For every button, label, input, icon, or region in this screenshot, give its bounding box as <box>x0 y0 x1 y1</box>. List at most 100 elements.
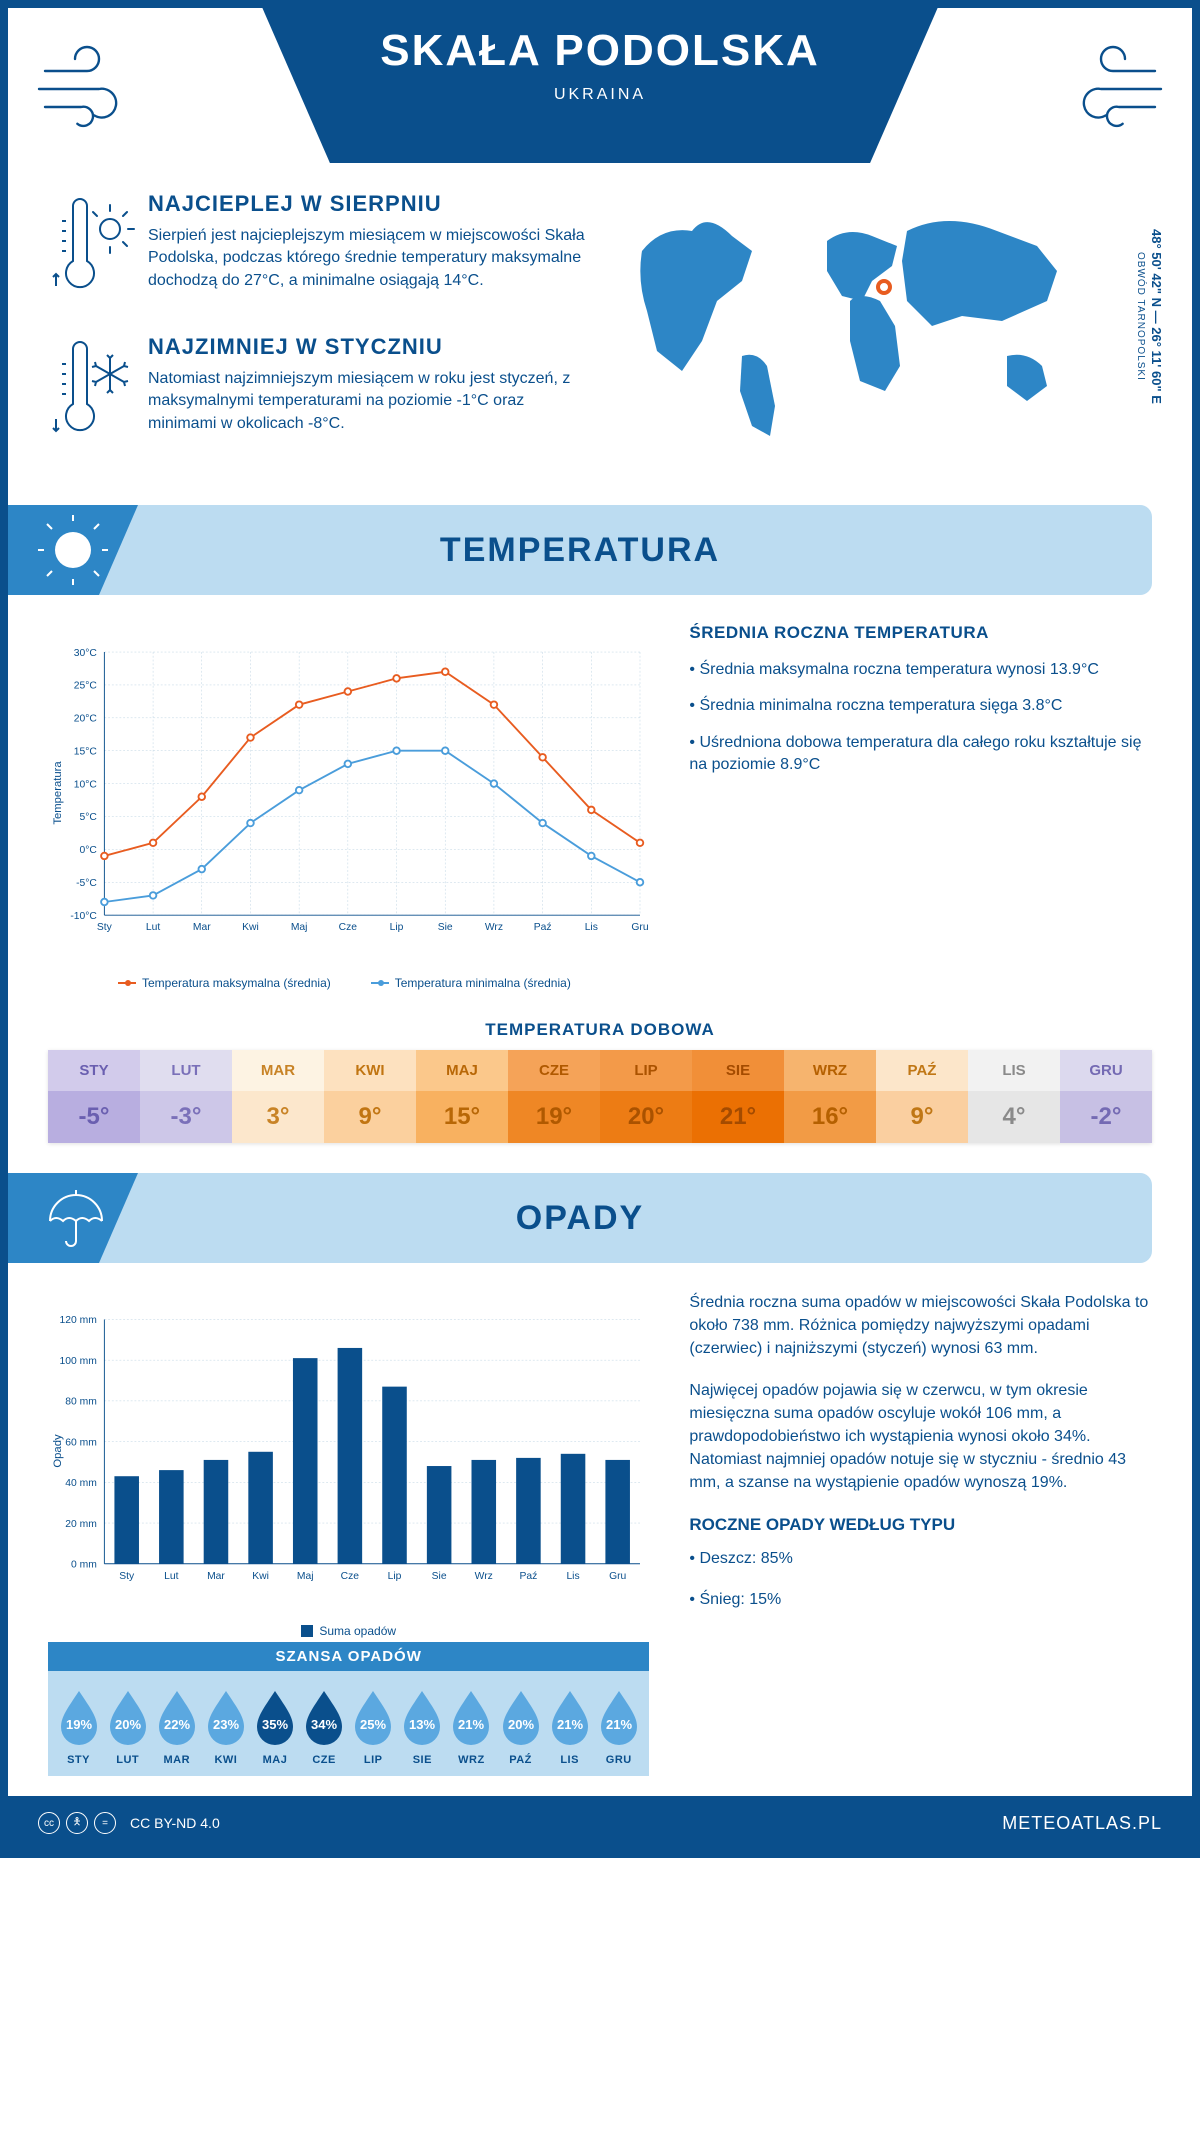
by-icon: 🯅 <box>66 1812 88 1834</box>
temp-info-bullet: • Uśredniona dobowa temperatura dla całe… <box>689 732 1152 777</box>
svg-text:40 mm: 40 mm <box>65 1478 97 1489</box>
svg-text:20%: 20% <box>115 1717 141 1732</box>
chance-drop: 20%LUT <box>103 1687 152 1766</box>
nd-icon: = <box>94 1812 116 1834</box>
legend-max-label: Temperatura maksymalna (średnia) <box>142 976 331 990</box>
svg-text:100 mm: 100 mm <box>60 1356 97 1367</box>
precip-legend: Suma opadów <box>48 1616 649 1638</box>
svg-text:Mar: Mar <box>207 1571 225 1582</box>
daily-temp-cell: LUT-3° <box>140 1050 232 1143</box>
thermometer-sun-icon <box>48 191 148 306</box>
svg-text:15°C: 15°C <box>74 746 98 757</box>
coldest-block: NAJZIMNIEJ W STYCZNIU Natomiast najzimni… <box>48 334 592 449</box>
precipitation-section-header: OPADY <box>8 1173 1152 1263</box>
location-title: SKAŁA PODOLSKA <box>178 26 1022 76</box>
svg-text:Lip: Lip <box>390 922 404 933</box>
svg-text:0 mm: 0 mm <box>71 1560 97 1571</box>
chance-drop: 34%CZE <box>300 1687 349 1766</box>
chance-drop: 35%MAJ <box>250 1687 299 1766</box>
svg-text:-5°C: -5°C <box>76 878 97 889</box>
temp-info-title: ŚREDNIA ROCZNA TEMPERATURA <box>689 623 1152 643</box>
daily-temp-cell: MAR3° <box>232 1050 324 1143</box>
svg-text:Lip: Lip <box>388 1571 402 1582</box>
svg-text:25°C: 25°C <box>74 681 98 692</box>
svg-text:Sty: Sty <box>119 1571 135 1582</box>
temp-info-bullet: • Średnia maksymalna roczna temperatura … <box>689 659 1152 681</box>
daily-temp-cell: PAŹ9° <box>876 1050 968 1143</box>
country-subtitle: UKRAINA <box>178 86 1022 104</box>
daily-temp-cell: CZE19° <box>508 1050 600 1143</box>
map-pin-icon <box>876 279 892 295</box>
license-text: CC BY-ND 4.0 <box>130 1815 220 1831</box>
svg-text:Cze: Cze <box>339 922 358 933</box>
map-block: OBWÓD TARNOPOLSKI 48° 50' 42" N — 26° 11… <box>612 191 1152 477</box>
svg-text:Maj: Maj <box>291 922 308 933</box>
svg-text:Maj: Maj <box>297 1571 314 1582</box>
svg-text:20%: 20% <box>508 1717 534 1732</box>
precip-type-title: ROCZNE OPADY WEDŁUG TYPU <box>689 1513 1152 1538</box>
temperature-info: ŚREDNIA ROCZNA TEMPERATURA • Średnia mak… <box>649 623 1152 990</box>
svg-text:Cze: Cze <box>341 1571 360 1582</box>
svg-text:60 mm: 60 mm <box>65 1437 97 1448</box>
svg-text:23%: 23% <box>213 1717 239 1732</box>
infographic-container: SKAŁA PODOLSKA UKRAINA NAJCIEPLEJ W SIER… <box>0 0 1200 1858</box>
daily-temp-cell: MAJ15° <box>416 1050 508 1143</box>
svg-text:Mar: Mar <box>193 922 211 933</box>
svg-text:Lut: Lut <box>146 922 160 933</box>
precipitation-title: OPADY <box>138 1199 1152 1238</box>
svg-text:5°C: 5°C <box>80 812 98 823</box>
daily-temp-cell: STY-5° <box>48 1050 140 1143</box>
wind-icon-right <box>1022 8 1192 163</box>
svg-text:10°C: 10°C <box>74 779 98 790</box>
chance-drop: 13%SIE <box>398 1687 447 1766</box>
cc-icons: cc 🯅 = <box>38 1812 116 1834</box>
coordinates: 48° 50' 42" N — 26° 11' 60" E <box>1149 191 1164 441</box>
footer: cc 🯅 = CC BY-ND 4.0 METEOATLAS.PL <box>8 1796 1192 1850</box>
temp-info-bullet: • Średnia minimalna roczna temperatura s… <box>689 695 1152 717</box>
chance-title: SZANSA OPADÓW <box>48 1642 649 1671</box>
daily-temp-cell: LIP20° <box>600 1050 692 1143</box>
chance-drop: 19%STY <box>54 1687 103 1766</box>
svg-text:34%: 34% <box>311 1717 337 1732</box>
thermometer-snow-icon <box>48 334 148 449</box>
temperature-title: TEMPERATURA <box>138 531 1152 570</box>
warmest-block: NAJCIEPLEJ W SIERPNIU Sierpień jest najc… <box>48 191 592 306</box>
coldest-text: Natomiast najzimniejszym miesiącem w rok… <box>148 368 592 435</box>
daily-temp-cell: SIE21° <box>692 1050 784 1143</box>
daily-temp-table: STY-5°LUT-3°MAR3°KWI9°MAJ15°CZE19°LIP20°… <box>48 1050 1152 1143</box>
daily-temp-cell: LIS4° <box>968 1050 1060 1143</box>
precip-type-item: • Deszcz: 85% <box>689 1547 1152 1570</box>
svg-text:13%: 13% <box>409 1717 435 1732</box>
svg-text:Sie: Sie <box>438 922 453 933</box>
region-label: OBWÓD TARNOPOLSKI <box>1135 191 1146 441</box>
svg-text:22%: 22% <box>164 1717 190 1732</box>
svg-text:80 mm: 80 mm <box>65 1397 97 1408</box>
temperature-line-chart: -10°C-5°C0°C5°C10°C15°C20°C25°C30°CStyLu… <box>48 623 649 990</box>
daily-temp-title: TEMPERATURA DOBOWA <box>8 1020 1192 1040</box>
warmest-title: NAJCIEPLEJ W SIERPNIU <box>148 191 592 217</box>
precipitation-chance-box: SZANSA OPADÓW 19%STY20%LUT22%MAR23%KWI35… <box>48 1642 649 1776</box>
svg-text:Lis: Lis <box>585 922 598 933</box>
temp-legend: Temperatura maksymalna (średnia) Tempera… <box>48 968 649 990</box>
umbrella-icon <box>8 1173 138 1263</box>
svg-text:120 mm: 120 mm <box>60 1315 97 1326</box>
chance-drop: 23%KWI <box>201 1687 250 1766</box>
warmest-text: Sierpień jest najcieplejszym miesiącem w… <box>148 225 592 292</box>
daily-temp-cell: GRU-2° <box>1060 1050 1152 1143</box>
chance-drop: 25%LIP <box>349 1687 398 1766</box>
svg-text:Opady: Opady <box>52 1434 64 1468</box>
sun-icon <box>8 505 138 595</box>
svg-text:0°C: 0°C <box>80 845 98 856</box>
cc-icon: cc <box>38 1812 60 1834</box>
world-map <box>612 191 1092 441</box>
svg-text:Paź: Paź <box>534 922 552 933</box>
svg-text:Sty: Sty <box>97 922 113 933</box>
svg-text:-10°C: -10°C <box>70 911 97 922</box>
precipitation-bar-chart: 0 mm20 mm40 mm60 mm80 mm100 mm120 mmStyL… <box>48 1291 649 1611</box>
coldest-title: NAJZIMNIEJ W STYCZNIU <box>148 334 592 360</box>
precipitation-section: 0 mm20 mm40 mm60 mm80 mm100 mm120 mmStyL… <box>8 1281 1192 1796</box>
svg-text:Kwi: Kwi <box>252 1571 269 1582</box>
precipitation-info: Średnia roczna suma opadów w miejscowośc… <box>649 1291 1152 1776</box>
svg-text:Wrz: Wrz <box>485 922 503 933</box>
svg-text:Temperatura: Temperatura <box>52 761 64 825</box>
